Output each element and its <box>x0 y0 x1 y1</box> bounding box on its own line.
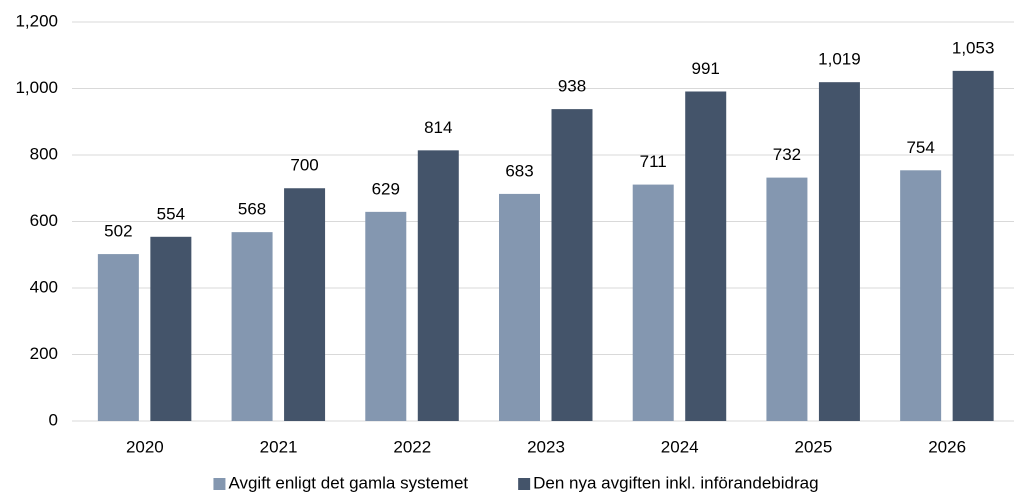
bar <box>97 254 139 421</box>
data-label: 711 <box>640 152 667 171</box>
data-label: 683 <box>505 161 533 180</box>
bar <box>417 150 459 421</box>
x-tick-label: 2025 <box>795 437 833 456</box>
bar <box>284 188 326 421</box>
x-tick-label: 2023 <box>527 437 565 456</box>
data-label: 1,053 <box>952 38 995 57</box>
x-tick-label: 2024 <box>661 437 699 456</box>
y-tick-label: 1,000 <box>15 78 58 97</box>
bar <box>150 236 192 421</box>
bar <box>231 232 273 421</box>
legend-swatch <box>518 478 531 490</box>
x-tick-label: 2021 <box>260 437 298 456</box>
x-tick-label: 2020 <box>126 437 164 456</box>
bar <box>685 91 727 422</box>
y-tick-label: 800 <box>30 144 58 163</box>
y-tick-label: 1,200 <box>15 11 58 30</box>
bar <box>952 70 994 421</box>
data-label: 1,019 <box>818 50 861 69</box>
y-tick-label: 200 <box>30 344 58 363</box>
bar <box>632 184 674 421</box>
x-tick-label: 2026 <box>928 437 966 456</box>
bar <box>900 170 942 421</box>
bar <box>818 82 860 422</box>
data-label: 938 <box>558 77 586 96</box>
data-label: 732 <box>773 145 801 164</box>
data-label: 568 <box>238 200 266 219</box>
bar <box>766 177 808 421</box>
legend-swatch <box>213 478 226 490</box>
legend-label: Den nya avgiften inkl. införandebidrag <box>533 473 818 492</box>
bar <box>365 211 407 421</box>
bar <box>499 193 540 421</box>
legend-label: Avgift enligt det gamla systemet <box>228 473 468 492</box>
bar <box>551 109 593 422</box>
x-tick-label: 2022 <box>393 437 431 456</box>
y-tick-label: 0 <box>49 410 58 429</box>
y-tick-label: 600 <box>30 211 58 230</box>
data-label: 554 <box>157 204 185 223</box>
data-label: 754 <box>906 138 934 157</box>
data-label: 629 <box>372 179 400 198</box>
data-label: 700 <box>290 156 318 175</box>
data-label: 502 <box>104 222 132 241</box>
data-label: 991 <box>692 59 720 78</box>
data-label: 814 <box>424 118 452 137</box>
y-tick-label: 400 <box>30 277 58 296</box>
